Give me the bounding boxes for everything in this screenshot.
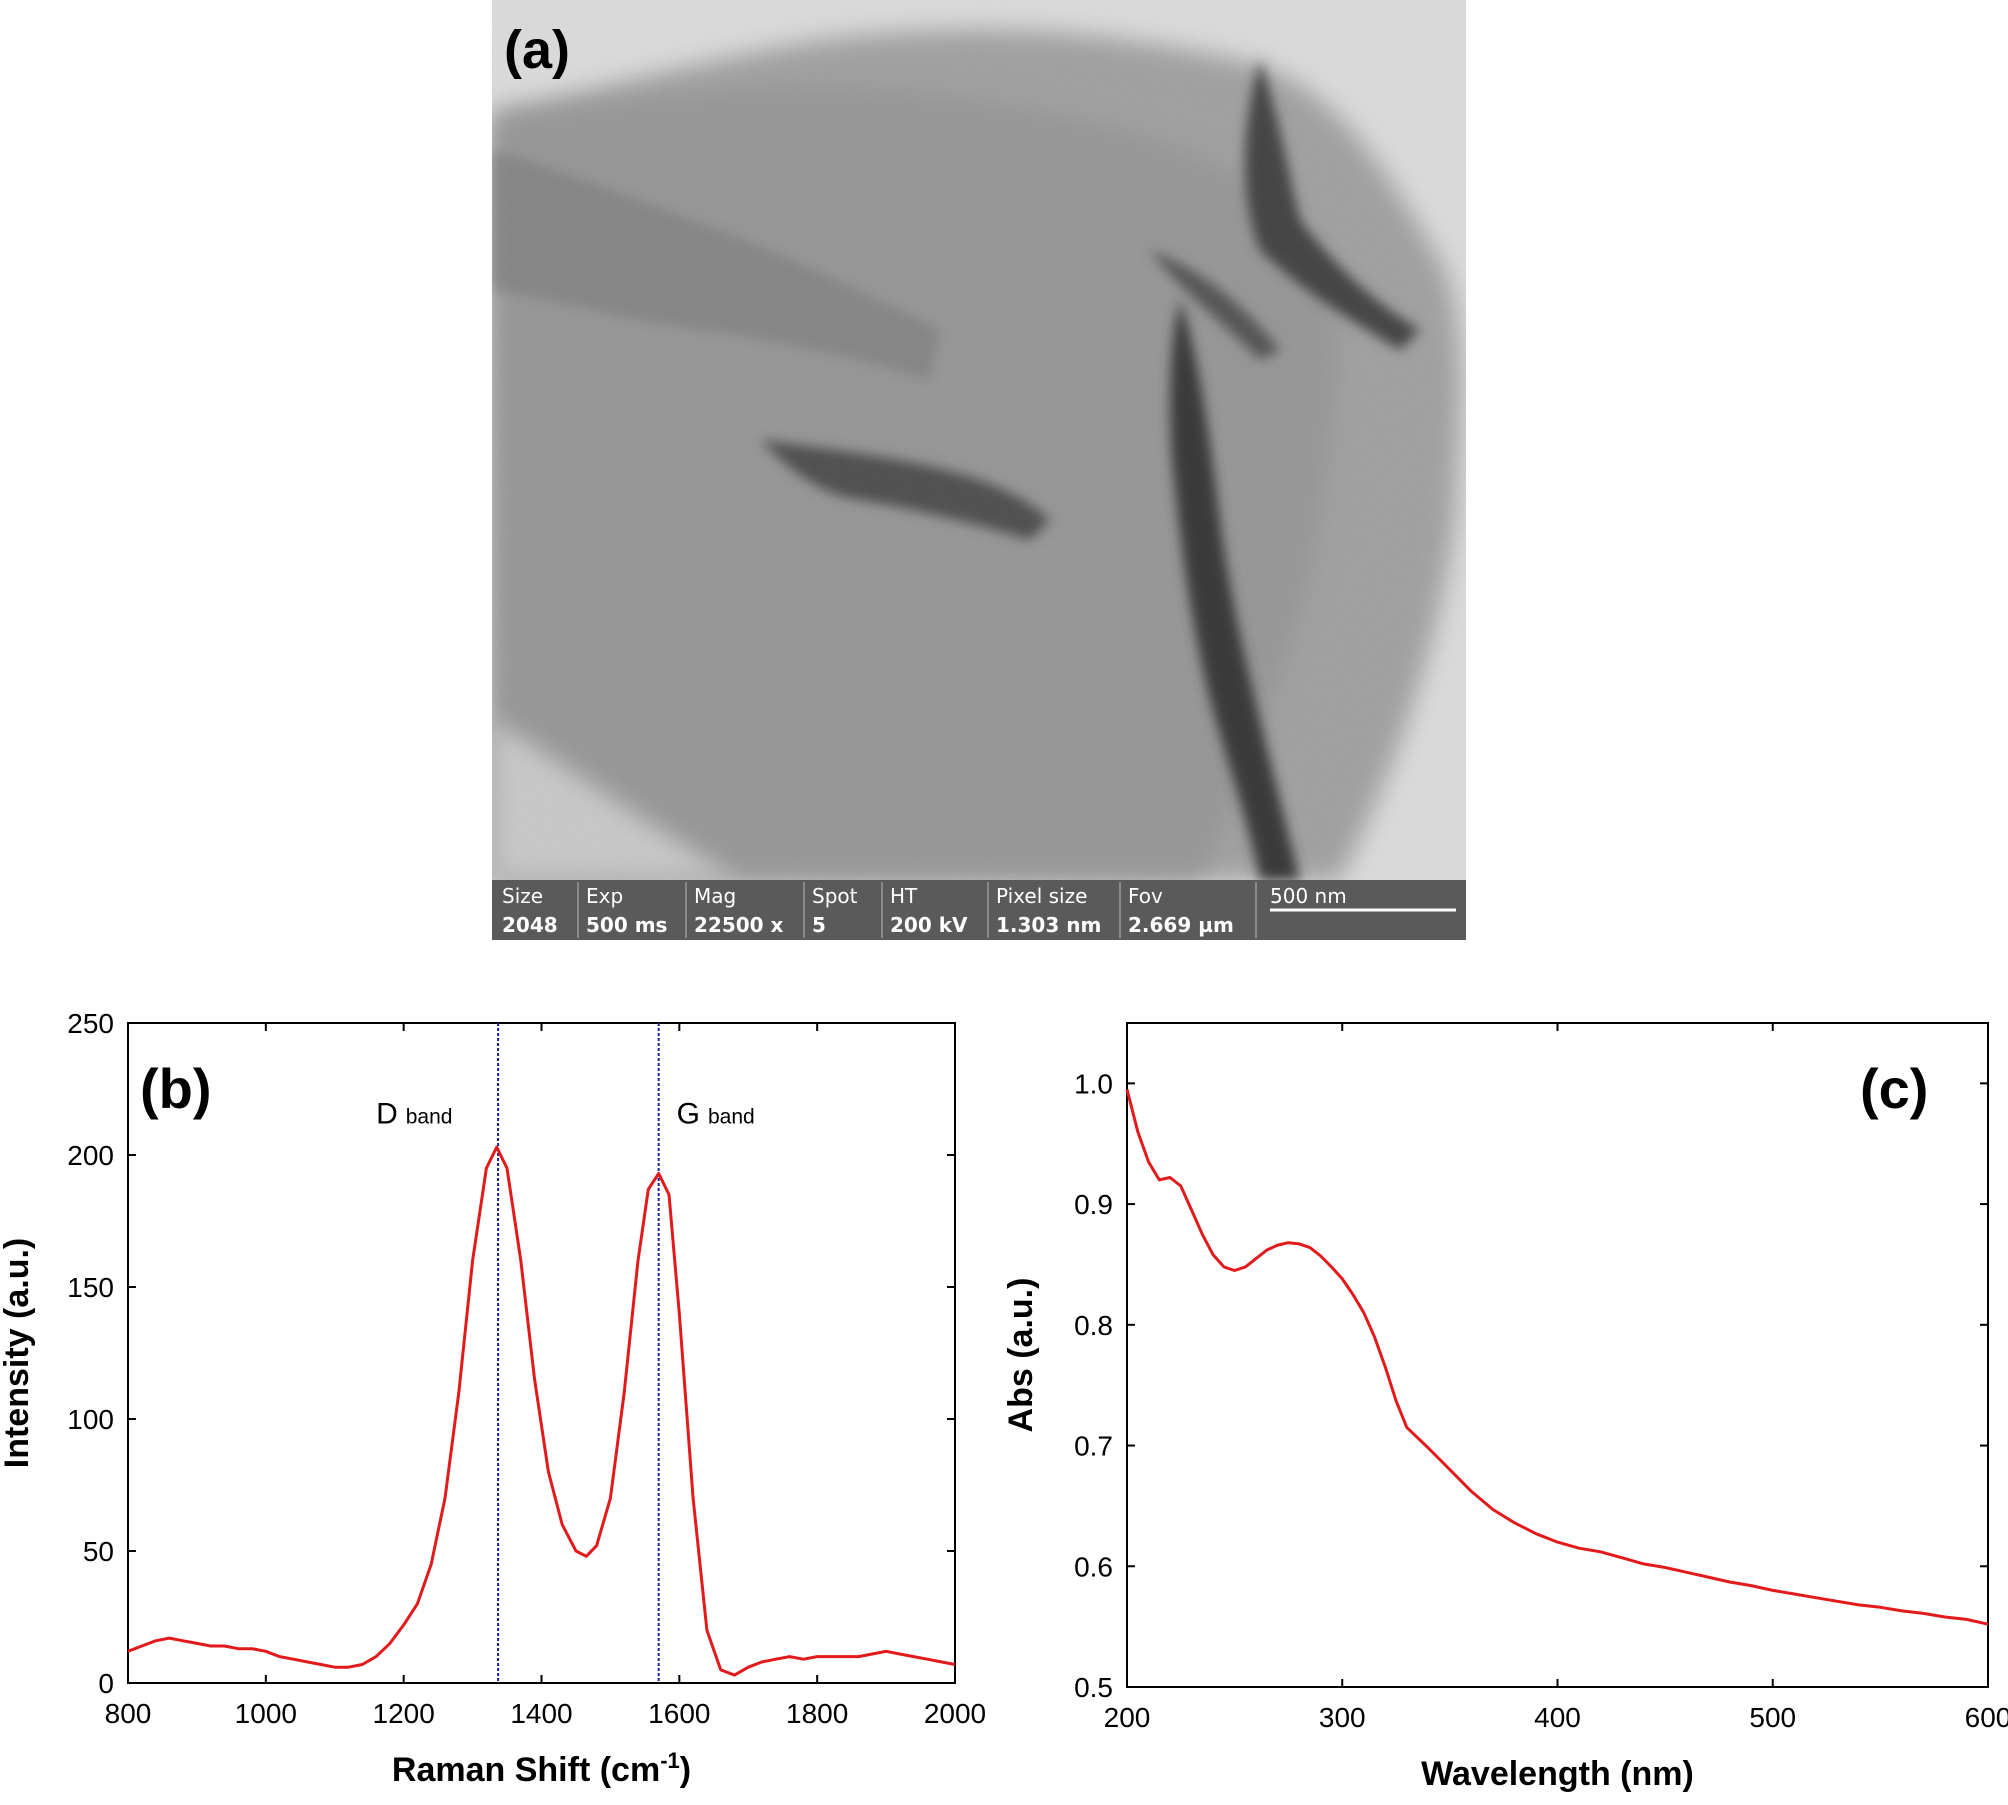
scale-bar-label: 500 nm [1270,884,1347,908]
band-annotation-letter: G [677,1097,700,1130]
plot-frame [1126,1022,1989,1688]
y-tick-label: 0.5 [1074,1672,1113,1703]
x-tick-label: 300 [1319,1702,1366,1733]
tem-image [492,0,1466,880]
databar-value: 5 [812,913,826,937]
databar-name: Pixel size [996,884,1087,908]
x-tick-label: 400 [1534,1702,1581,1733]
x-axis-title-main: Raman Shift (cm [392,1751,660,1789]
x-tick-label: 2000 [924,1698,986,1729]
x-tick-label: 1400 [510,1698,572,1729]
y-tick-label: 0.6 [1074,1551,1113,1582]
x-tick-label: 600 [1965,1702,2008,1733]
uvvis-chart: (c) Abs (a.u.) Wavelength (nm) 200 300 400… [1002,1022,2008,1793]
scale-bar: 500 nm [1270,884,1456,912]
data-series-line [127,1145,956,1677]
band-annotation-sub: band [708,1105,755,1128]
databar-field-size: Size 2048 [502,884,558,937]
y-tick-label: 150 [67,1272,114,1303]
x-tick-label: 1000 [235,1698,297,1729]
databar-value: 200 kV [890,913,968,937]
y-tick-label: 100 [67,1404,114,1435]
databar-field-pixel-size: Pixel size 1.303 nm [996,884,1101,937]
band-annotation-sub: band [406,1105,453,1128]
y-tick-label: 0 [98,1668,114,1699]
databar-name: Size [502,884,543,908]
panel-label-b: (b) [140,1057,212,1120]
databar-name: HT [890,884,918,908]
x-tick-label: 1200 [373,1698,435,1729]
y-tick-label: 1.0 [1074,1068,1113,1099]
x-tick-label: 1600 [648,1698,710,1729]
y-tick-label: 250 [67,1008,114,1039]
databar-field-exp: Exp 500 ms [586,884,667,937]
databar-value: 500 ms [586,913,667,937]
x-axis-title: Wavelength (nm) [1421,1755,1694,1793]
databar-field-mag: Mag 22500 x [694,884,784,937]
band-annotation-letter: D [376,1097,398,1130]
databar-field-spot: Spot 5 [812,884,858,937]
x-tick-label: 1800 [786,1698,848,1729]
raman-chart: (b) Intensity (a.u.) Raman Shift (cm-1) … [0,1008,986,1789]
plot-frame [127,1022,956,1684]
databar-field-fov: Fov 2.669 µm [1128,884,1234,937]
databar-field-ht: HT 200 kV [890,884,968,937]
data-series-line [1125,1089,1989,1626]
y-tick-label: 0.8 [1074,1310,1113,1341]
databar-value: 2048 [502,913,558,937]
x-tick-label: 800 [105,1698,152,1729]
databar-value: 22500 x [694,913,784,937]
y-axis-title: Intensity (a.u.) [0,1238,36,1468]
x-axis-title-end: ) [680,1751,691,1789]
x-tick-label: 200 [1104,1702,1151,1733]
databar-value: 2.669 µm [1128,913,1234,937]
panel-label-c: (c) [1860,1057,1928,1120]
panel-label-a: (a) [504,20,570,80]
y-axis-title: Abs (a.u.) [1002,1278,1040,1433]
x-axis-title-superscript: -1 [660,1748,680,1773]
databar-name: Fov [1128,884,1163,908]
x-tick-label: 500 [1749,1702,1796,1733]
databar-value: 1.303 nm [996,913,1101,937]
tem-micrograph-panel: Size 2048 Exp 500 ms Mag 22500 x Spot 5 … [492,0,1466,940]
databar-name: Spot [812,884,858,908]
y-tick-label: 0.9 [1074,1189,1113,1220]
databar-name: Exp [586,884,623,908]
y-tick-label: 200 [67,1140,114,1171]
y-tick-label: 50 [83,1536,114,1567]
x-axis-title: Raman Shift (cm-1) [392,1748,691,1789]
tem-databar: Size 2048 Exp 500 ms Mag 22500 x Spot 5 … [492,880,1466,940]
y-tick-label: 0.7 [1074,1431,1113,1462]
databar-name: Mag [694,884,736,908]
